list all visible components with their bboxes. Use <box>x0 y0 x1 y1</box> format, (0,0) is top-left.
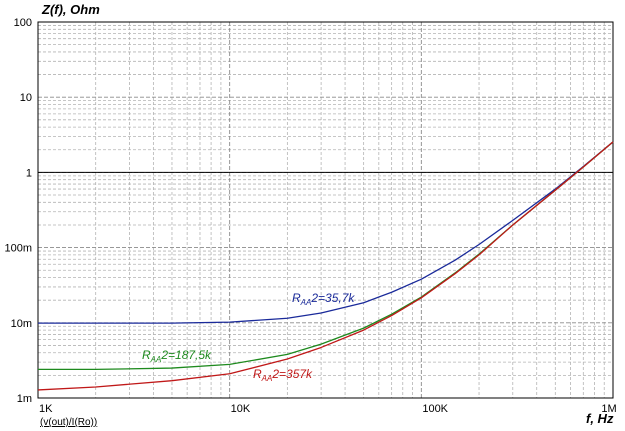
series-label-main: R <box>292 291 301 305</box>
series-label-tail: 2=357k <box>271 367 313 381</box>
y-tick-label: 10 <box>20 92 32 104</box>
x-tick-label: 1K <box>39 403 53 415</box>
trace-expression: (v(out)/I(Ro)) <box>40 417 97 428</box>
series-label-subscript: AA <box>150 355 162 364</box>
minor-grid <box>38 22 613 398</box>
series-layer <box>37 141 614 391</box>
plot-frame <box>37 21 614 399</box>
x-axis-title: f, Hz <box>586 411 614 426</box>
y-tick-label: 100 <box>14 17 32 29</box>
x-tick-label: 100K <box>422 403 448 415</box>
x-tick-label: 1M <box>601 403 616 415</box>
x-tick-labels: 1K 10K 100K 1M <box>39 403 617 415</box>
series-label-main: R <box>142 348 151 362</box>
series-label-raa2-35-7k: RAA2=35,7k <box>292 291 355 307</box>
series-label-subscript: AA <box>261 374 273 383</box>
series-line-0 <box>38 141 614 324</box>
x-tick-label: 10K <box>231 403 251 415</box>
series-label-main: R <box>253 367 262 381</box>
series-line-2 <box>37 141 614 391</box>
y-tick-label: 100m <box>4 243 32 255</box>
y-tick-label: 1 <box>26 167 32 179</box>
y-tick-labels: 100 10 1 100m 10m 1m <box>4 17 32 405</box>
series-label-raa2-187-5k: RAA2=187,5k <box>142 348 212 364</box>
series-label-tail: 2=35,7k <box>310 291 355 305</box>
y-axis-title: Z(f), Ohm <box>41 2 100 17</box>
y-tick-label: 10m <box>11 318 32 330</box>
series-label-raa2-357k: RAA2=357k <box>253 367 313 383</box>
series-label-tail: 2=187,5k <box>160 348 212 362</box>
y-tick-label: 1m <box>17 393 32 405</box>
series-label-subscript: AA <box>300 298 312 307</box>
